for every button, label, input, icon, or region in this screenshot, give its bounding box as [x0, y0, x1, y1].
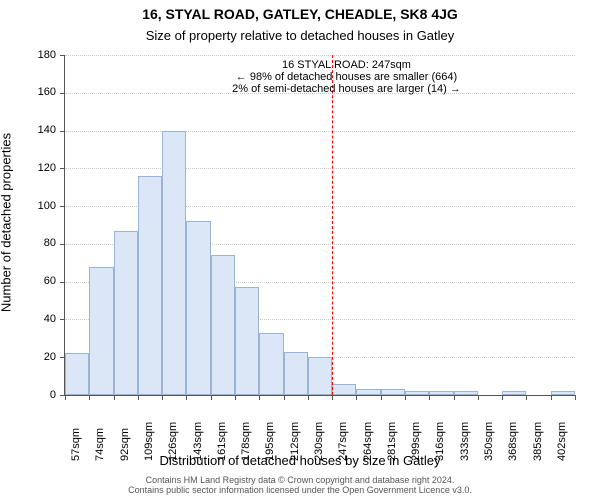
xtick-mark	[89, 395, 90, 400]
ytick-mark	[60, 282, 65, 283]
xtick-label: 92sqm	[119, 411, 131, 461]
histogram-bar	[429, 391, 453, 395]
plot-area: 16 STYAL ROAD: 247sqm ← 98% of detached …	[64, 55, 575, 396]
xtick-mark	[186, 395, 187, 400]
ytick-label: 40	[28, 313, 56, 325]
xtick-label: 178sqm	[240, 411, 252, 461]
histogram-bar	[259, 333, 283, 395]
xtick-label: 299sqm	[410, 411, 422, 461]
histogram-bar	[162, 131, 186, 395]
histogram-bar	[405, 391, 429, 395]
xtick-mark	[284, 395, 285, 400]
ytick-label: 180	[28, 49, 56, 61]
histogram-bar	[308, 357, 332, 395]
xtick-label: 281sqm	[386, 411, 398, 461]
ytick-label: 100	[28, 200, 56, 212]
y-axis-label: Number of detached properties	[0, 123, 14, 323]
ytick-mark	[60, 206, 65, 207]
ytick-label: 20	[28, 351, 56, 363]
xtick-label: 368sqm	[507, 411, 519, 461]
ytick-label: 140	[28, 124, 56, 136]
histogram-bar	[332, 384, 356, 395]
xtick-mark	[308, 395, 309, 400]
annotation-line: ← 98% of detached houses are smaller (66…	[232, 71, 461, 83]
histogram-bar	[138, 176, 162, 395]
xtick-mark	[454, 395, 455, 400]
xtick-mark	[114, 395, 115, 400]
histogram-bar	[284, 352, 308, 395]
xtick-mark	[259, 395, 260, 400]
ytick-label: 160	[28, 86, 56, 98]
xtick-label: 316sqm	[434, 411, 446, 461]
histogram-bar	[89, 267, 113, 395]
gridline-h	[65, 168, 575, 169]
xtick-label: 126sqm	[167, 411, 179, 461]
footer-attribution: Contains HM Land Registry data © Crown c…	[0, 475, 600, 495]
xtick-label: 350sqm	[483, 411, 495, 461]
histogram-bar	[114, 231, 138, 395]
ytick-label: 80	[28, 237, 56, 249]
histogram-bar	[211, 255, 235, 395]
xtick-label: 109sqm	[143, 411, 155, 461]
xtick-label: 74sqm	[94, 411, 106, 461]
reference-line	[332, 55, 333, 395]
ytick-mark	[60, 168, 65, 169]
ytick-label: 120	[28, 162, 56, 174]
ytick-mark	[60, 93, 65, 94]
xtick-mark	[551, 395, 552, 400]
gridline-h	[65, 55, 575, 56]
ytick-label: 0	[28, 389, 56, 401]
chart-subtitle: Size of property relative to detached ho…	[0, 28, 600, 43]
xtick-label: 333sqm	[459, 411, 471, 461]
ytick-label: 60	[28, 275, 56, 287]
xtick-mark	[332, 395, 333, 400]
xtick-label: 385sqm	[532, 411, 544, 461]
xtick-mark	[65, 395, 66, 400]
footer-line: Contains HM Land Registry data © Crown c…	[0, 475, 600, 485]
xtick-label: 264sqm	[362, 411, 374, 461]
histogram-bar	[356, 389, 380, 395]
histogram-bar	[551, 391, 575, 395]
histogram-bar	[381, 389, 405, 395]
xtick-mark	[429, 395, 430, 400]
annotation-line: 2% of semi-detached houses are larger (1…	[232, 83, 461, 95]
xtick-mark	[381, 395, 382, 400]
ytick-mark	[60, 319, 65, 320]
xtick-label: 57sqm	[70, 411, 82, 461]
annotation-box: 16 STYAL ROAD: 247sqm ← 98% of detached …	[232, 59, 461, 95]
xtick-mark	[211, 395, 212, 400]
xtick-mark	[478, 395, 479, 400]
xtick-mark	[502, 395, 503, 400]
histogram-bar	[235, 287, 259, 395]
histogram-bar	[65, 353, 89, 395]
chart-container: 16, STYAL ROAD, GATLEY, CHEADLE, SK8 4JG…	[0, 0, 600, 500]
xtick-label: 230sqm	[313, 411, 325, 461]
gridline-h	[65, 131, 575, 132]
xtick-mark	[356, 395, 357, 400]
xtick-mark	[526, 395, 527, 400]
ytick-mark	[60, 244, 65, 245]
ytick-mark	[60, 131, 65, 132]
xtick-label: 247sqm	[337, 411, 349, 461]
histogram-bar	[502, 391, 526, 395]
xtick-label: 143sqm	[192, 411, 204, 461]
xtick-label: 161sqm	[216, 411, 228, 461]
annotation-line: 16 STYAL ROAD: 247sqm	[232, 59, 461, 71]
histogram-bar	[454, 391, 478, 395]
ytick-mark	[60, 55, 65, 56]
footer-line: Contains public sector information licen…	[0, 485, 600, 495]
xtick-mark	[162, 395, 163, 400]
xtick-label: 212sqm	[289, 411, 301, 461]
xtick-mark	[405, 395, 406, 400]
histogram-bar	[186, 221, 210, 395]
xtick-label: 402sqm	[556, 411, 568, 461]
xtick-mark	[235, 395, 236, 400]
xtick-label: 195sqm	[264, 411, 276, 461]
xtick-mark	[138, 395, 139, 400]
xtick-mark	[575, 395, 576, 400]
chart-title: 16, STYAL ROAD, GATLEY, CHEADLE, SK8 4JG	[0, 6, 600, 22]
